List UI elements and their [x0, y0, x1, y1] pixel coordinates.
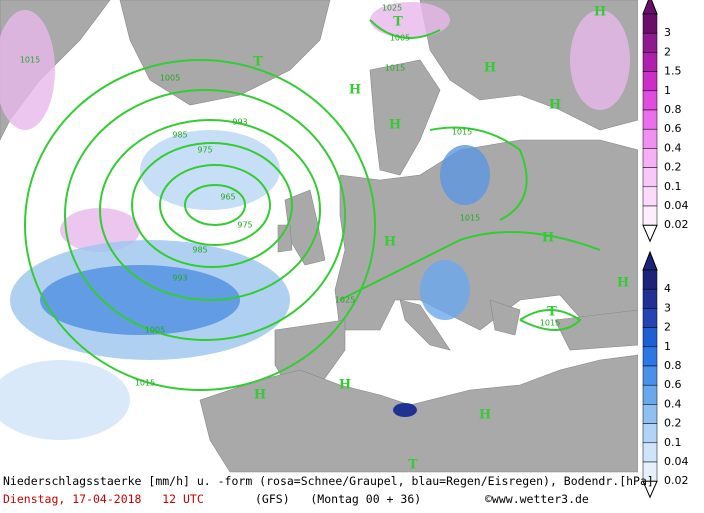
isobar-label: 1005: [390, 34, 410, 43]
legend-label: 0.6: [664, 122, 682, 135]
legend-swatch: [642, 442, 658, 463]
legend-label: 0.2: [664, 417, 682, 430]
isobar-label: 975: [237, 221, 252, 230]
isobar-label: 993: [232, 118, 247, 127]
legend-swatch: [642, 288, 658, 309]
pressure-center: H: [349, 83, 361, 98]
legend-swatch: [642, 167, 658, 188]
legend-arrow-bottom: [642, 224, 658, 243]
legend-label: 1: [664, 84, 671, 97]
isobars: [24, 19, 601, 391]
pressure-center: H: [594, 5, 606, 20]
legend-swatch: [642, 52, 658, 72]
pressure-center: T: [547, 305, 557, 320]
isobar-label: 993: [172, 274, 187, 283]
legend-label: 0.1: [664, 180, 682, 193]
pressure-center: T: [253, 55, 263, 70]
isobar-label: 1005: [160, 74, 180, 83]
legend-label: 1.5: [664, 65, 682, 78]
legend-label: 0.02: [664, 474, 689, 487]
legend-label: 3: [664, 301, 671, 314]
legend-swatch: [642, 404, 658, 424]
legend-swatch: [642, 423, 658, 444]
isobar-label: 1015: [460, 214, 480, 223]
legend-swatch: [642, 109, 658, 130]
legend-label: 0.8: [664, 103, 682, 116]
legend-swatch: [642, 186, 658, 207]
snow-areas: [0, 2, 630, 252]
pressure-center: H: [254, 388, 266, 403]
legend-swatch: [642, 269, 658, 290]
legend-label: 0.04: [664, 455, 689, 468]
legend-swatch: [642, 128, 658, 149]
legend-swatch: [642, 32, 658, 53]
isobar-label: 1015: [540, 319, 560, 328]
legend-swatch: [642, 346, 658, 367]
footer-model: (GFS) (Montag 00 + 36): [255, 492, 422, 506]
footer-date: Dienstag, 17-04-2018 12 UTC: [3, 492, 204, 506]
legend-arrow-bottom: [642, 480, 658, 499]
legend-swatch: [642, 205, 658, 226]
pressure-center: H: [617, 276, 629, 291]
legend-swatch: [642, 148, 658, 168]
legend-label: 0.1: [664, 436, 682, 449]
legend-label: 0.8: [664, 359, 682, 372]
legend-label: 0.4: [664, 141, 682, 154]
footer-description: Niederschlagsstaerke [mm/h] u. -form (ro…: [3, 474, 654, 488]
pressure-center: T: [408, 458, 418, 473]
isobar-label: 1015: [135, 379, 155, 388]
isobar-label: 985: [192, 246, 207, 255]
legend-swatch: [642, 308, 658, 328]
legend-label: 2: [664, 45, 671, 58]
isobar-label: 975: [197, 146, 212, 155]
isobar-label: 1025: [335, 296, 355, 305]
pressure-center: H: [389, 118, 401, 133]
pressure-center: H: [479, 408, 491, 423]
land: [0, 0, 639, 473]
legend-label: 3: [664, 26, 671, 39]
legend-label: 0.04: [664, 199, 689, 212]
legend-label: 0.02: [664, 218, 689, 231]
isobar-label: 985: [172, 131, 187, 140]
legend-swatch: [642, 13, 658, 34]
isobar-label: 1005: [145, 326, 165, 335]
pressure-center: T: [393, 15, 403, 30]
pressure-center: H: [384, 235, 396, 250]
pressure-center: H: [549, 98, 561, 113]
isobar-label: 1015: [20, 56, 40, 65]
footer-credit: ©www.wetter3.de: [485, 492, 589, 506]
isobar-label: 1015: [385, 64, 405, 73]
pressure-center: H: [339, 378, 351, 393]
legend-label: 0.2: [664, 161, 682, 174]
isobar-label: 965: [220, 193, 235, 202]
legend-swatch: [642, 384, 658, 405]
pressure-center: H: [542, 231, 554, 246]
legend-label: 0.6: [664, 378, 682, 391]
legend-label: 2: [664, 321, 671, 334]
legend-swatch: [642, 327, 658, 348]
legend-swatch: [642, 365, 658, 386]
legend-label: 4: [664, 282, 671, 295]
legend-label: 1: [664, 340, 671, 353]
legend-swatch: [642, 71, 658, 92]
legend-swatch: [642, 90, 658, 111]
isobar-label: 1015: [452, 128, 472, 137]
pressure-center: H: [484, 61, 496, 76]
legend-label: 0.4: [664, 397, 682, 410]
isobar-label: 1025: [382, 4, 402, 13]
